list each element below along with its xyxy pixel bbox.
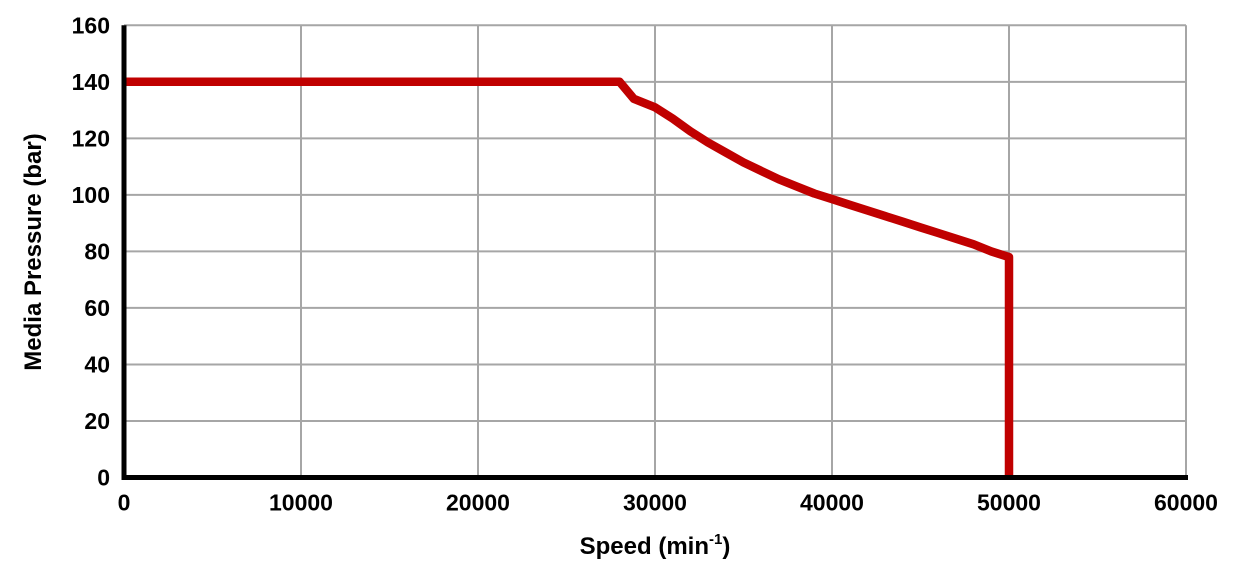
x-axis-title-close: ) [722, 533, 731, 560]
y-tick-label: 160 [72, 12, 110, 38]
x-axis-title-text: Speed (min [579, 533, 709, 560]
x-tick-label: 10000 [269, 490, 333, 516]
y-tick-label: 120 [72, 125, 110, 151]
y-axis-title: Media Pressure (bar) [20, 133, 47, 371]
x-tick-label: 50000 [977, 490, 1041, 516]
y-tick-label: 80 [84, 238, 110, 264]
series-line-pressure-vs-speed-limit [124, 77, 1014, 478]
y-tick-label: 40 [84, 351, 110, 377]
y-tick-label: 140 [72, 69, 110, 95]
x-axis-title-superscript: -1 [709, 531, 723, 548]
x-tick-label: 0 [118, 490, 131, 516]
y-tick-label: 60 [84, 295, 110, 321]
x-tick-label: 30000 [623, 490, 687, 516]
x-tick-label: 60000 [1154, 490, 1218, 516]
y-tick-label: 20 [84, 408, 110, 434]
x-tick-label: 20000 [446, 490, 510, 516]
x-axis-title: Speed (min-1) [124, 527, 1186, 561]
y-tick-label: 0 [97, 465, 110, 491]
y-tick-label: 100 [72, 182, 110, 208]
x-tick-label: 40000 [800, 490, 864, 516]
